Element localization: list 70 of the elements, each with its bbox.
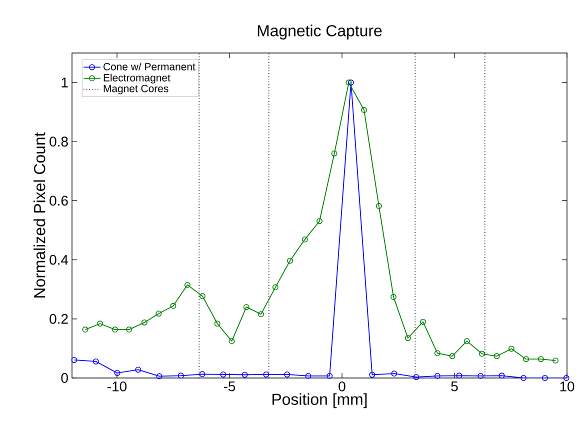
- point: [498, 372, 505, 379]
- point: [97, 320, 104, 327]
- point: [214, 320, 220, 327]
- y-axis-title: Normalized Pixel Count: [34, 132, 46, 298]
- point: [272, 284, 278, 290]
- x-tick-label: -5: [224, 382, 236, 392]
- y-tick-label: 1: [62, 78, 68, 88]
- point: [156, 310, 162, 317]
- point: [361, 107, 368, 114]
- point: [420, 318, 426, 325]
- point: [508, 346, 514, 352]
- point: [316, 218, 322, 224]
- point: [456, 372, 462, 379]
- point: [135, 366, 142, 373]
- point: [258, 311, 264, 318]
- point: [200, 293, 206, 300]
- point: [178, 372, 184, 379]
- point: [112, 326, 118, 333]
- point: [369, 372, 376, 378]
- point: [391, 370, 398, 377]
- point: [114, 370, 120, 376]
- point: [542, 375, 548, 381]
- point: [302, 236, 308, 242]
- point: [305, 372, 312, 379]
- point: [464, 338, 470, 344]
- point: [434, 350, 440, 356]
- point: [242, 372, 248, 378]
- y-tick-label: 0.8: [50, 136, 68, 147]
- x-axis-title: Position [mm]: [272, 393, 367, 408]
- point: [538, 356, 544, 362]
- point: [156, 373, 162, 380]
- point: [170, 302, 176, 309]
- point: [220, 371, 226, 378]
- point: [346, 80, 352, 86]
- point: [523, 356, 530, 362]
- x-tick-label: 10: [560, 382, 574, 392]
- point: [478, 350, 485, 357]
- point: [184, 282, 190, 288]
- point: [520, 375, 527, 381]
- legend-label: Cone w/ Permanent: [104, 62, 196, 70]
- point: [287, 258, 294, 264]
- point: [348, 80, 354, 86]
- point: [434, 372, 440, 379]
- point: [126, 326, 132, 333]
- legend-label: Electromagnet: [104, 74, 170, 84]
- point: [326, 372, 333, 379]
- point: [413, 374, 420, 380]
- point: [263, 371, 270, 378]
- x-tick-label: -10: [108, 382, 127, 392]
- y-tick-label: 0.6: [50, 196, 68, 206]
- point: [494, 353, 500, 360]
- ref-line-label: Magnet Cores: [104, 84, 168, 94]
- y-tick-label: 0: [61, 373, 68, 383]
- point: [376, 203, 382, 210]
- point: [243, 304, 250, 310]
- point: [199, 371, 206, 378]
- point: [141, 319, 148, 326]
- point: [92, 358, 99, 364]
- chart-title: Magnetic Capture: [258, 24, 382, 40]
- point: [390, 294, 397, 300]
- point: [404, 335, 411, 342]
- point: [478, 372, 484, 379]
- x-tick-label: 0: [338, 382, 346, 392]
- point: [331, 150, 338, 156]
- point: [228, 338, 235, 344]
- point: [284, 371, 290, 378]
- y-tick-label: 0.4: [50, 254, 68, 265]
- x-tick-label: 5: [451, 382, 458, 392]
- point: [449, 353, 456, 360]
- y-tick-label: 0.2: [50, 314, 68, 324]
